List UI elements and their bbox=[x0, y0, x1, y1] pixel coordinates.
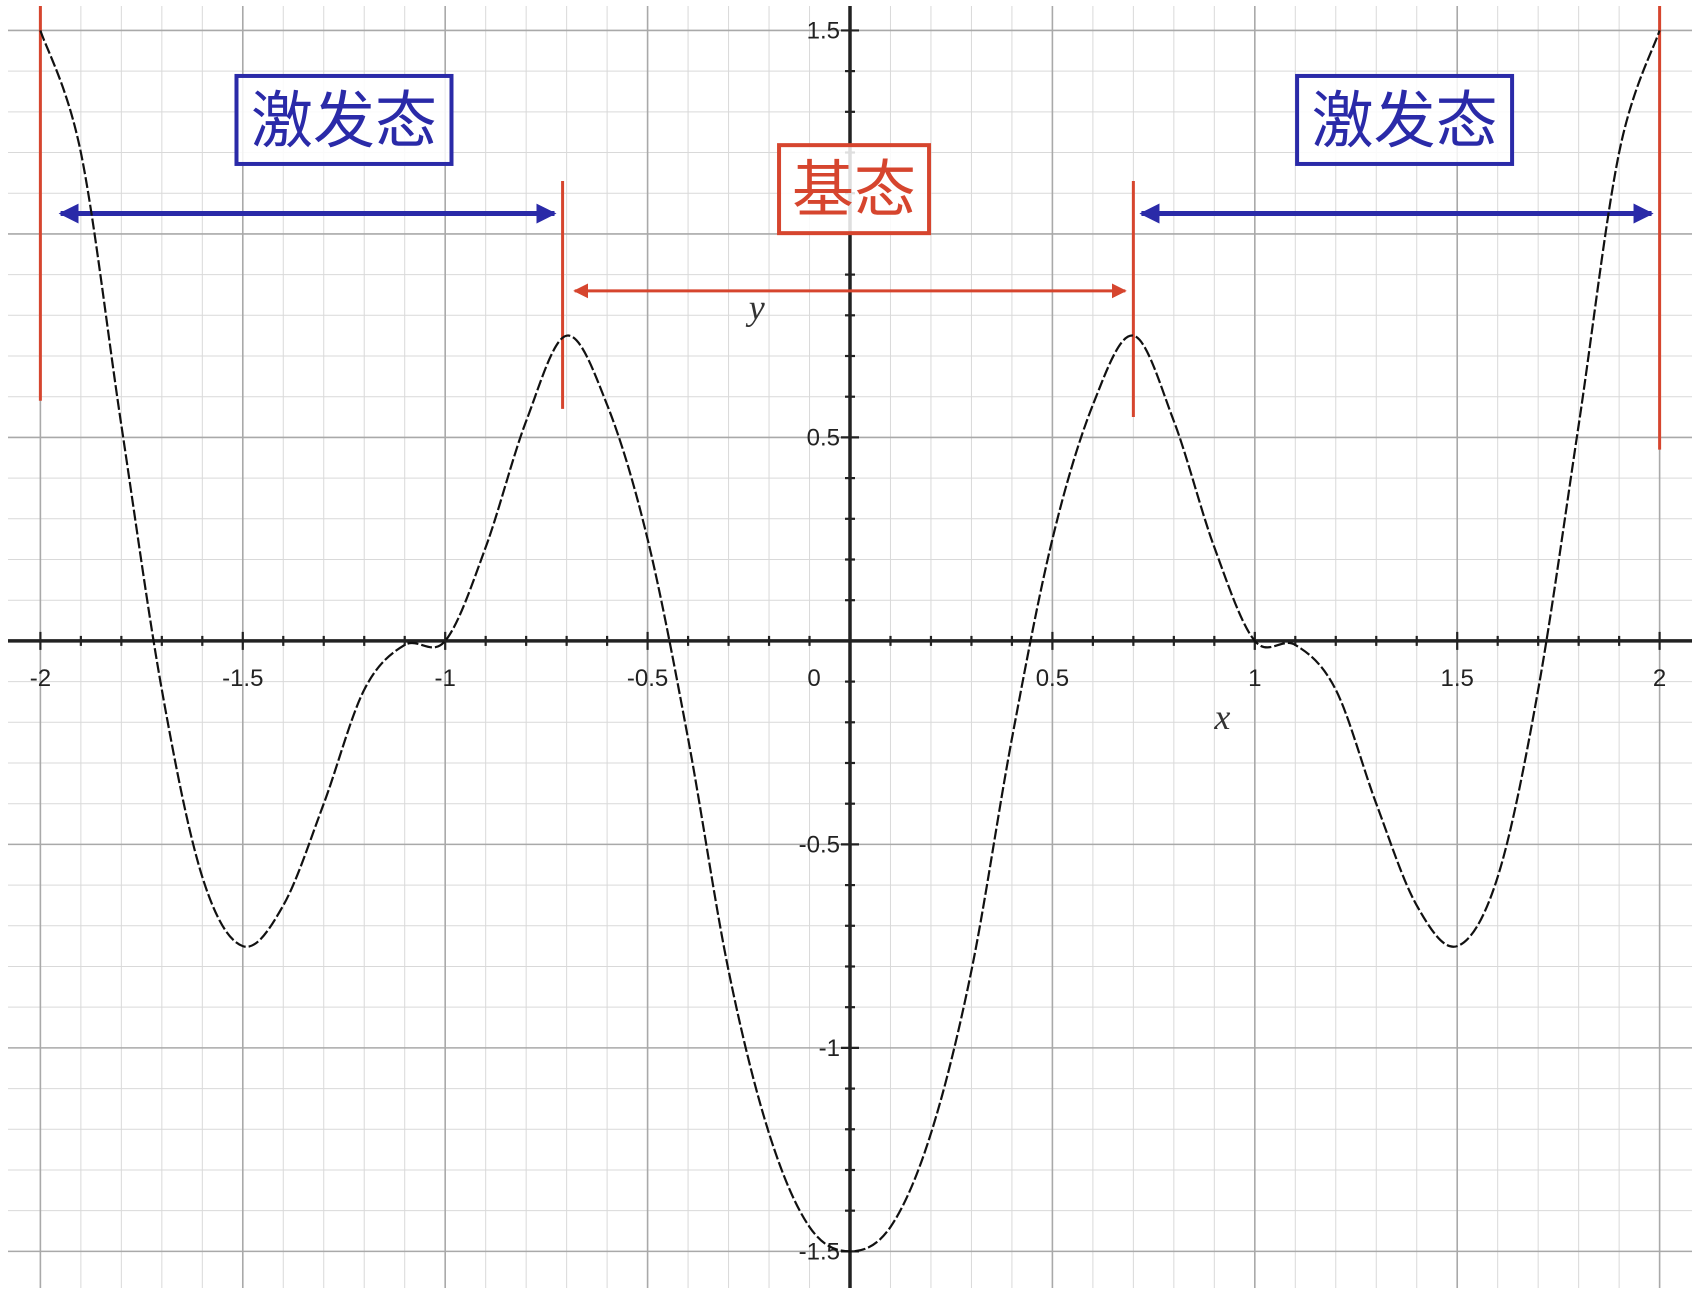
excited-right-label-box bbox=[1295, 73, 1515, 166]
x-tick-label: 0.5 bbox=[1036, 665, 1069, 692]
excited-left-label: 激发态 bbox=[251, 84, 437, 157]
data-series-line bbox=[39, 30, 1661, 1253]
y-tick-label: 1.5 bbox=[807, 17, 840, 44]
y-tick-label: -1.5 bbox=[799, 1238, 840, 1265]
state-annotations: 激发态 基态 激发态 bbox=[58, 73, 1654, 299]
x-tick-label: -2 bbox=[30, 665, 51, 692]
x-tick-label: -1.5 bbox=[222, 665, 263, 692]
x-tick-label: 2 bbox=[1653, 665, 1666, 692]
x-axis-label: x bbox=[1213, 697, 1230, 737]
state-boundary-markers bbox=[38, 6, 1662, 450]
x-tick-label: 0 bbox=[807, 665, 820, 692]
annotation-excited-right: 激发态 bbox=[1139, 73, 1654, 224]
x-tick-labels: -2 -1.5 -1 -0.5 0 0.5 1 1.5 2 bbox=[30, 665, 1667, 692]
x-tick-label: 1.5 bbox=[1441, 665, 1474, 692]
y-axis-label: y bbox=[746, 287, 765, 327]
excited-left-label-box bbox=[234, 73, 454, 166]
y-tick-label: -1 bbox=[819, 1035, 840, 1062]
x-tick-label: -1 bbox=[435, 665, 456, 692]
y-tick-label: 0.5 bbox=[807, 424, 840, 451]
annotation-excited-left: 激发态 bbox=[58, 73, 557, 224]
ground-label-box bbox=[777, 143, 932, 236]
annotation-ground: 基态 bbox=[573, 143, 1127, 299]
excited-right-label: 激发态 bbox=[1312, 84, 1498, 157]
ground-label: 基态 bbox=[792, 153, 916, 226]
x-tick-label: 1 bbox=[1248, 665, 1261, 692]
x-tick-label: -0.5 bbox=[627, 665, 668, 692]
y-tick-labels: 1.5 0.5 -0.5 -1 -1.5 bbox=[799, 17, 840, 1265]
y-tick-label: -0.5 bbox=[799, 831, 840, 858]
